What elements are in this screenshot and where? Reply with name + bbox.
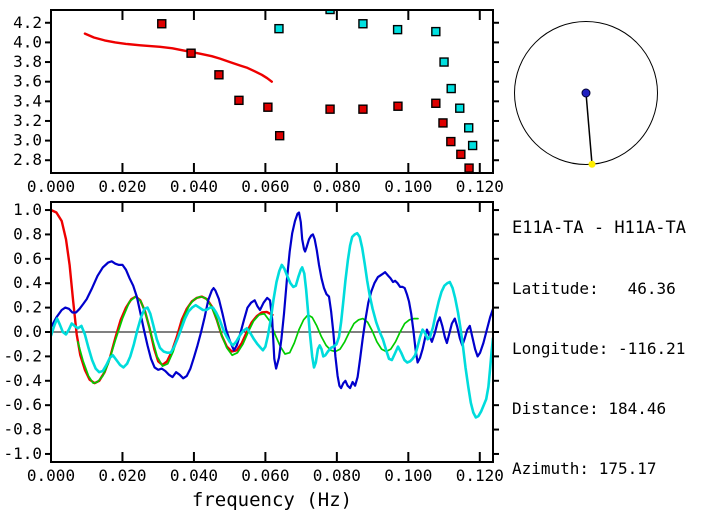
y-tick-label: -1.0: [3, 444, 42, 463]
data-point: [456, 149, 466, 160]
x-tick-label: 0.060: [241, 177, 289, 196]
x-tick-label: 0.080: [313, 466, 361, 485]
x-tick-label: 0.080: [313, 177, 361, 196]
dispersion-frame: [50, 9, 494, 174]
y-tick-label: -0.6: [3, 395, 42, 414]
x-tick-label: 0.000: [27, 177, 75, 196]
correlation-green-trace: [76, 295, 419, 385]
y-tick-label: -0.4: [3, 371, 42, 390]
dispersion-measured-cyan-squares: [274, 10, 478, 151]
y-tick-label: 3.4: [13, 91, 42, 110]
y-tick-label: 3.0: [13, 131, 42, 150]
red-trace-polyline: [51, 208, 274, 385]
azimuth-line: Azimuth: 175.17: [512, 459, 657, 478]
x-tick-label: 0.060: [241, 466, 289, 485]
y-tick-label: -0.8: [3, 420, 42, 439]
x-tick-label: 0.040: [170, 177, 218, 196]
dial-circle: [514, 21, 658, 165]
data-point: [467, 140, 478, 151]
correlation-red-trace: [51, 208, 274, 385]
dispersion-plot: 0.000 0.020 0.040 0.060 0.080 0.100 0.1202.83.…: [13, 9, 504, 196]
cyan-trace-polyline: [51, 231, 493, 419]
data-point: [393, 101, 403, 111]
data-point: [186, 48, 196, 58]
data-point: [446, 136, 456, 147]
data-point: [455, 103, 465, 113]
x-tick-label: 0.120: [456, 177, 504, 196]
data-point: [438, 118, 448, 128]
data-point: [431, 98, 441, 108]
y-tick-label: 3.8: [13, 52, 42, 71]
longitude-line: Longitude: -116.21: [512, 339, 686, 358]
data-point: [325, 10, 335, 15]
reference-station-dot: [588, 160, 596, 168]
y-tick-label: 0.8: [13, 224, 42, 243]
x-tick-label: 0.040: [170, 466, 218, 485]
data-point: [439, 57, 449, 67]
x-tick-label: 0.120: [456, 466, 504, 485]
data-point: [214, 70, 224, 80]
data-point: [157, 19, 167, 29]
dispersion-reference-dispersion-curve: [83, 32, 273, 83]
y-tick-label: 0.6: [13, 249, 42, 268]
dispersion-measured-red-squares: [157, 19, 474, 173]
y-tick-label: -0.2: [3, 346, 42, 365]
x-axis-title: frequency (Hz): [192, 489, 352, 511]
station-dot: [581, 88, 591, 98]
azimuth-dial: [514, 21, 658, 168]
x-tick-label: 0.100: [384, 466, 432, 485]
station-pair-title: E11A-TA - H11A-TA: [512, 218, 686, 238]
azimuth-line: [585, 92, 593, 165]
y-tick-label: 0.0: [13, 322, 42, 341]
y-tick-label: 2.8: [13, 150, 42, 169]
y-tick-label: 3.2: [13, 111, 42, 130]
x-tick-label: 0.020: [98, 177, 146, 196]
data-point: [431, 26, 441, 37]
data-point: [446, 83, 456, 94]
data-point: [358, 19, 368, 29]
distance-line: Distance: 184.46: [512, 399, 667, 418]
data-point: [274, 23, 284, 34]
data-point: [325, 104, 335, 114]
y-tick-label: 0.2: [13, 298, 42, 317]
data-point: [358, 104, 368, 114]
y-tick-label: 4.2: [13, 13, 42, 32]
y-tick-label: 1.0: [13, 200, 42, 219]
y-tick-label: 0.4: [13, 273, 42, 292]
data-point: [274, 130, 285, 141]
station-info-panel: E11A-TA - H11A-TA Latitude: 46.36 Longit…: [512, 179, 686, 520]
y-tick-label: 3.6: [13, 72, 42, 91]
reference-dispersion-curve-polyline: [83, 32, 273, 83]
correlation-plot: 0.000 0.020 0.040 0.060 0.080 0.100 0.120 -1.0 -…: [3, 200, 503, 511]
data-point: [464, 163, 474, 173]
data-point: [263, 102, 273, 112]
data-point: [464, 123, 474, 133]
y-tick-label: 4.0: [13, 32, 42, 51]
correlation-cyan-trace: [51, 231, 493, 419]
x-tick-label: 0.020: [98, 466, 146, 485]
latitude-line: Latitude: 46.36: [512, 279, 676, 298]
data-point: [392, 24, 403, 35]
data-point: [234, 95, 244, 106]
x-tick-label: 0.000: [27, 466, 75, 485]
x-tick-label: 0.100: [384, 177, 432, 196]
green-trace-polyline: [76, 295, 419, 385]
